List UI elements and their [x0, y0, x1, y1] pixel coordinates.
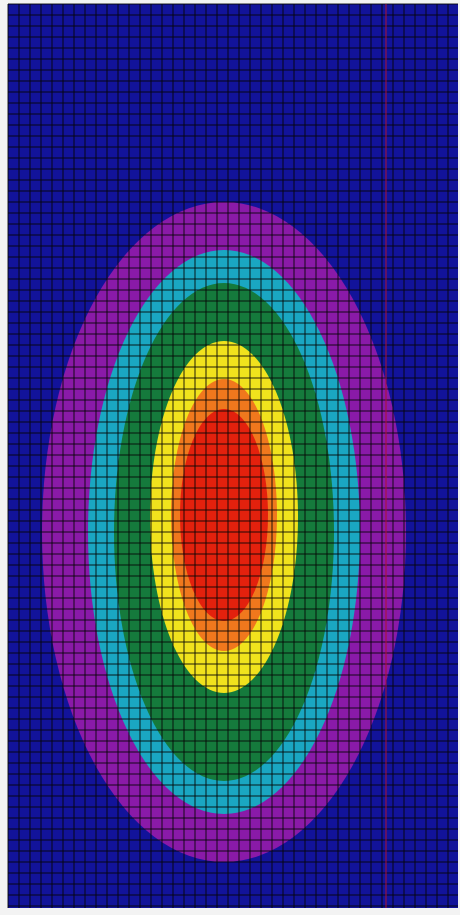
contour-level-6: [180, 409, 268, 621]
grid-lines: [7, 3, 458, 908]
